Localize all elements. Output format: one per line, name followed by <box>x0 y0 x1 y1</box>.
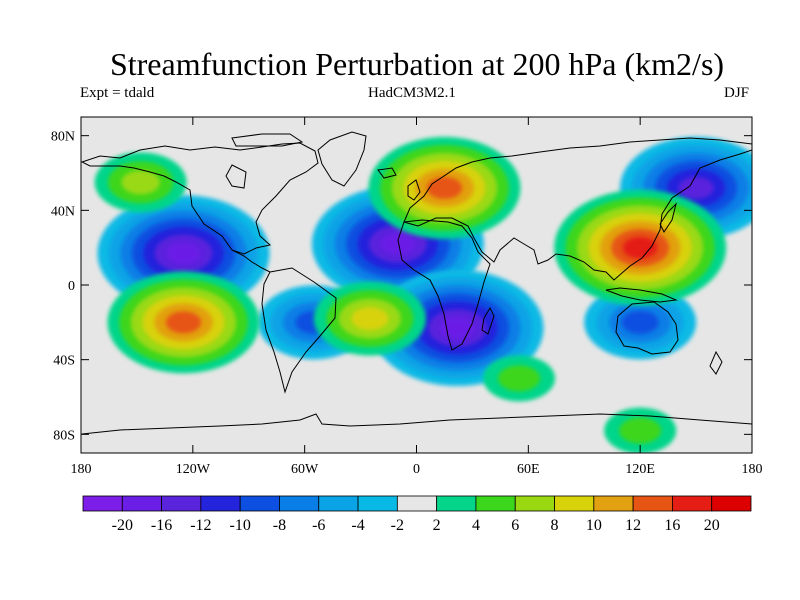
lon-label: 60W <box>291 462 319 477</box>
contour-level <box>351 307 389 331</box>
lon-label: 180 <box>71 462 92 477</box>
coastline-antarctica <box>81 413 752 435</box>
contour-level <box>621 310 659 334</box>
coastline-indonesia <box>605 287 678 303</box>
coastline-eurasia <box>403 137 752 281</box>
lon-label: 120E <box>625 462 655 477</box>
field-pos-south-pacific <box>107 271 260 374</box>
field-pos-antarctic-pacific <box>604 407 677 453</box>
coastline-greenland <box>317 131 367 187</box>
colorbar-label: -12 <box>190 517 211 534</box>
colorbar-swatch <box>357 495 398 512</box>
field-pos-alaska <box>94 152 187 213</box>
coastline-british-isles <box>407 179 421 201</box>
colorbar-swatch <box>711 495 752 512</box>
coastline-new-zealand <box>709 350 723 375</box>
contour-level <box>426 176 463 199</box>
plot-title: Streamfunction Perturbation at 200 hPa (… <box>109 46 725 82</box>
coastlines <box>81 131 752 435</box>
lat-label: 80S <box>53 428 75 443</box>
lon-label: 120W <box>176 462 211 477</box>
colorbar-label: 12 <box>625 517 641 534</box>
contour-level <box>622 236 658 259</box>
lat-label: 0 <box>68 279 75 294</box>
colorbar-swatch <box>239 495 280 512</box>
field-pos-southern-ocean-indian <box>483 355 556 402</box>
coastline-australia <box>615 301 679 355</box>
colorbar-label: -6 <box>312 517 325 534</box>
coastline-madagascar <box>481 306 495 335</box>
colorbar-swatch <box>279 495 320 512</box>
contour-level <box>498 365 541 392</box>
contour-level <box>380 233 416 255</box>
lat-label: 40N <box>51 204 75 219</box>
coastline-iceland <box>377 167 397 179</box>
colorbar-swatch <box>554 495 595 512</box>
contour-level <box>121 170 160 195</box>
colorbar-label: -20 <box>112 517 133 534</box>
model-label: HadCM3M2.1 <box>368 85 456 101</box>
colorbar-swatch <box>632 495 673 512</box>
colorbar-label: 2 <box>433 517 441 534</box>
colorbar-swatch <box>514 495 555 512</box>
field-layer <box>94 136 752 453</box>
lat-label: 80N <box>51 130 75 145</box>
colorbar-label: -2 <box>391 517 404 534</box>
colorbar-swatch <box>396 495 438 512</box>
lon-label: 60E <box>517 462 540 477</box>
season-label: DJF <box>724 85 750 101</box>
colorbar-label: 8 <box>551 517 559 534</box>
contour-level <box>166 242 201 265</box>
colorbar-label: 16 <box>664 517 680 534</box>
colorbar-label: 4 <box>472 517 480 534</box>
contour-level <box>440 317 475 339</box>
colorbar-swatch <box>672 495 713 512</box>
coastline-north-america <box>81 142 319 255</box>
colorbar-label: -8 <box>273 517 286 534</box>
field-pos-europe <box>368 136 521 239</box>
map-axes: 80N 40N 0 40S 80S 180 120W 60W 0 60E 120E 180 <box>51 117 763 477</box>
contour-level <box>165 311 202 334</box>
colorbar-label: 20 <box>704 517 720 534</box>
colorbar-swatch <box>593 495 634 512</box>
colorbar-swatch <box>121 495 162 512</box>
coastline-africa <box>397 219 491 351</box>
field-neg-australia <box>584 285 697 360</box>
coastline-arctic-islands <box>231 133 304 147</box>
coastline-central-america <box>231 249 271 273</box>
colorbar-swatch <box>200 495 241 512</box>
colorbar-swatch <box>436 495 477 512</box>
colorbar-swatch <box>161 495 202 512</box>
colorbar-label: -4 <box>351 517 364 534</box>
colorbar-label: 6 <box>511 517 519 534</box>
colorbar-label: 10 <box>586 517 602 534</box>
colorbar-label: -16 <box>151 517 172 534</box>
lon-label: 0 <box>413 462 420 477</box>
field-pos-south-atlantic <box>313 281 426 356</box>
coastline-south-america <box>261 267 337 394</box>
experiment-label: Expt = tdald <box>80 85 155 101</box>
field-pos-east-asia <box>554 189 727 306</box>
colorbar-label: -10 <box>230 517 251 534</box>
colorbar: -20 -16 -12 -10 -8 -6 -4 -2 2 4 6 8 10 12 16 20 <box>82 495 752 534</box>
colorbar-swatch <box>82 495 123 512</box>
lon-label: 180 <box>742 462 763 477</box>
lat-label: 40S <box>53 354 75 369</box>
colorbar-swatch <box>475 495 516 512</box>
coastline-japan <box>659 202 677 233</box>
contour-level <box>619 417 662 444</box>
colorbar-swatch <box>318 495 359 512</box>
coastline-hudson-bay <box>225 164 247 189</box>
contour-level <box>678 176 714 199</box>
